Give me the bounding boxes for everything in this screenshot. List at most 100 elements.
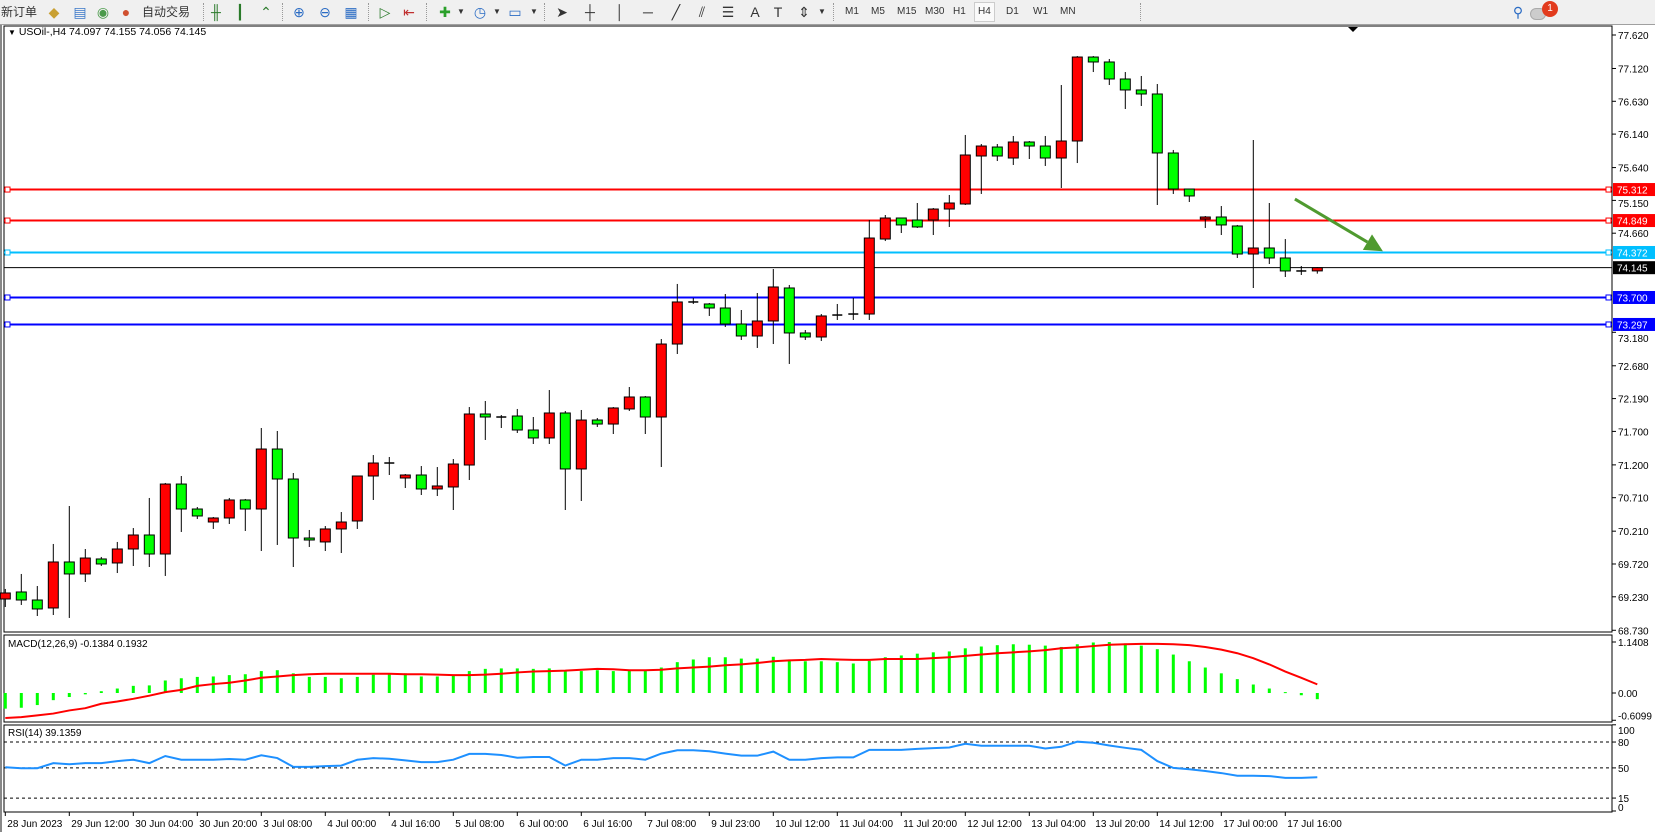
collapse-triangle-icon[interactable]: ▼ [8, 28, 16, 37]
auto-trading-button[interactable]: 自动交易 [141, 5, 190, 19]
fibo-channel-icon[interactable]: ⫽ [698, 4, 706, 20]
candle [1263, 203, 1275, 265]
candle-body [367, 462, 379, 477]
tile-windows-icon[interactable]: ▦ [344, 4, 358, 20]
candle [767, 269, 779, 345]
candle [95, 556, 107, 566]
price-tick-label: 77.120 [1618, 64, 1649, 75]
macd-bar [115, 688, 119, 693]
timeframe-w1[interactable]: W1 [1033, 6, 1048, 17]
crosshair-icon[interactable]: ┼ [585, 4, 595, 20]
text-icon[interactable]: A [750, 4, 760, 20]
rsi-title: RSI(14) 39.1359 [8, 728, 82, 739]
macd-bar [1187, 661, 1191, 693]
timeframe-m30[interactable]: M30 [925, 6, 945, 17]
separator [833, 3, 835, 21]
timeframe-mn[interactable]: MN [1060, 6, 1076, 17]
candle-body [863, 237, 875, 315]
arrows-icon[interactable]: ⇕ [798, 4, 810, 20]
line-handle-right [1605, 249, 1612, 256]
candle-body [479, 413, 491, 418]
symbol-info-text: USOil-,H4 74.097 74.155 74.056 74.145 [18, 26, 207, 38]
candle-body [303, 537, 315, 541]
templates-icon[interactable]: ▭ [508, 4, 522, 20]
chevron-down-icon[interactable]: ▼ [457, 7, 465, 16]
new-order-button[interactable]: 新订单 [0, 5, 37, 19]
macd-bar [1299, 693, 1303, 696]
indicators-icon[interactable]: ✚ [439, 4, 451, 20]
timeframe-h1[interactable]: H1 [953, 6, 966, 17]
macd-bar [419, 676, 423, 693]
timeframe-m15[interactable]: M15 [897, 6, 917, 17]
candle-body [351, 475, 363, 522]
candle-body [527, 429, 539, 439]
macd-bar [915, 653, 919, 693]
search-icon[interactable]: ⚲ [1512, 4, 1524, 20]
signal-icon[interactable]: ◉ [96, 4, 110, 20]
time-tick-label: 11 Jul 20:00 [903, 819, 957, 830]
macd-bar [1155, 649, 1159, 693]
line-chart-icon[interactable]: ⌃ [260, 4, 272, 20]
price-tick-label: 71.700 [1618, 427, 1649, 438]
timeframe-h4[interactable]: H4 [974, 2, 995, 22]
candlestick-chart-icon[interactable]: ┃ [235, 4, 245, 20]
macd-bar [451, 675, 455, 693]
macd-bar [1059, 646, 1063, 693]
timeframe-m1[interactable]: M1 [845, 6, 859, 17]
macd-bar [1171, 654, 1175, 693]
timeframe-d1[interactable]: D1 [1006, 6, 1019, 17]
macd-bar [931, 652, 935, 693]
candle [1215, 206, 1227, 236]
horizontal-line-icon[interactable]: ─ [643, 4, 653, 20]
candle-body [655, 343, 667, 418]
candle-body [239, 499, 251, 510]
auto-trading-icon[interactable]: ● [121, 4, 131, 20]
macd-bar [1091, 642, 1095, 693]
price-tick-label: 72.680 [1618, 362, 1649, 373]
candle-body [287, 478, 299, 539]
fibo-retracement-icon[interactable]: ☰ [721, 4, 735, 20]
zoom-out-icon[interactable]: ⊖ [319, 4, 331, 20]
candle [415, 466, 427, 496]
zoom-in-icon[interactable]: ⊕ [293, 4, 305, 20]
candle [463, 407, 475, 481]
macd-bar [355, 676, 359, 693]
candle-body [191, 508, 203, 517]
axes: 77.620 77.120 76.630 76.140 75.640 75.150 74.6… [4, 31, 1655, 830]
auto-scroll-icon[interactable]: ▷ [379, 4, 391, 20]
macd-bar [1027, 644, 1031, 693]
bar-chart-icon[interactable]: ╫ [211, 4, 221, 20]
price-line-label-box [1613, 290, 1655, 304]
candle [527, 417, 539, 444]
text-label-icon[interactable]: T [773, 4, 783, 20]
price-line-label: 73.700 [1617, 293, 1648, 304]
candle [1247, 139, 1259, 288]
candle [207, 516, 219, 529]
periods-icon[interactable]: ◷ [473, 4, 487, 20]
candle [1039, 135, 1051, 166]
candle-body [911, 219, 923, 228]
candle-body [959, 154, 971, 205]
chevron-down-icon[interactable]: ▼ [530, 7, 538, 16]
candle [543, 390, 555, 444]
candle-body [399, 474, 411, 479]
market-watch-icon[interactable]: ▤ [73, 4, 87, 20]
macd-bar [99, 691, 103, 693]
candle [1071, 56, 1083, 164]
cursor-icon[interactable]: ➤ [556, 4, 568, 20]
chevron-down-icon[interactable]: ▼ [818, 7, 826, 16]
time-tick-label: 4 Jul 00:00 [327, 819, 376, 830]
candle [1311, 267, 1323, 274]
history-center-icon[interactable]: ◆ [48, 4, 60, 20]
time-tick-label: 13 Jul 04:00 [1031, 819, 1086, 830]
macd-bar [1107, 642, 1111, 693]
chevron-down-icon[interactable]: ▼ [493, 7, 501, 16]
vertical-line-icon[interactable]: │ [615, 4, 625, 20]
candle [671, 283, 683, 354]
timeframe-m5[interactable]: M5 [871, 6, 885, 17]
candle-body [47, 561, 59, 609]
trendline-icon[interactable]: ╱ [671, 4, 681, 20]
chart-shift-icon[interactable]: ⇤ [403, 4, 415, 20]
candle [911, 203, 923, 228]
